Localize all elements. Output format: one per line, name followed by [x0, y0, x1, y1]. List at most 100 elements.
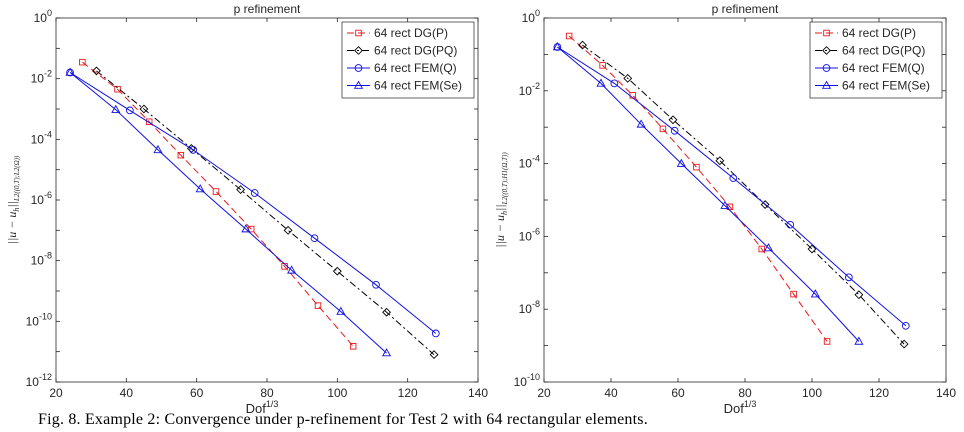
panel-1-data-point	[236, 185, 246, 195]
panel-1-y-label-group: ||u − uh||L2((0,T);L2(Ω))	[5, 155, 21, 244]
panel-1-data-point	[126, 106, 134, 115]
panel-2-data-point	[729, 174, 738, 182]
panel-2-data-point	[720, 200, 730, 209]
panel-1-data-point	[349, 343, 357, 350]
panel-2-y-tick-label: 10-10	[514, 372, 540, 389]
panel-2-data-point	[854, 336, 864, 345]
panel-1-legend-label: 64 rect FEM(Se)	[374, 79, 462, 93]
panel-2-x-tick-label: 40	[604, 386, 618, 400]
panel-1-legend-label: 64 rect FEM(Q)	[374, 61, 457, 75]
panel-1-data-point	[372, 280, 380, 289]
panel-2-data-point	[763, 243, 774, 252]
panel-1-data-point	[139, 104, 149, 114]
panel-1-data-point	[195, 184, 205, 193]
panel-2-data-point	[668, 115, 678, 125]
panel-1-data-point	[241, 224, 251, 233]
panel-2-data-point	[596, 78, 606, 87]
panel-2-series-4	[552, 42, 864, 345]
panel-2-data-point	[810, 289, 820, 298]
panel-1-x-tick-label: 80	[260, 386, 274, 400]
panel-1-data-point	[92, 66, 101, 76]
panel-2-data-point	[599, 62, 606, 69]
panel-2-series-line	[582, 44, 905, 345]
panel-1-data-point	[212, 188, 220, 195]
panel-2-x-tick-label: 140	[936, 386, 956, 400]
panel-1-series-line	[69, 72, 387, 354]
panel-1-y-tick-label: 10-6	[31, 190, 52, 207]
panel-2-data-point	[901, 321, 910, 330]
panel-1-series-line	[82, 61, 354, 347]
panel-2: 20 40 60 80 100 120 140 10-10 10-8 10-6 10-4 10-2 10…	[493, 2, 956, 416]
panel-2-data-point	[693, 163, 700, 171]
panel-1-title: p refinement	[234, 2, 301, 16]
panel-1-x-tick-label: 140	[468, 386, 488, 400]
panel-1-data-point	[153, 144, 163, 154]
panel-1-data-point	[111, 104, 121, 113]
panel-1-data-point	[336, 306, 346, 315]
panel-1-data-point	[429, 350, 439, 360]
panel-1-x-tick-label: 20	[49, 386, 63, 400]
panel-1-x-tick-label: 40	[120, 386, 134, 400]
panel-1-data-point	[283, 225, 293, 235]
panel-2-data-point	[823, 338, 831, 345]
panel-1-y-tick-label: 10-8	[31, 251, 52, 268]
panel-2-legend-marker	[822, 64, 831, 72]
panel-2-legend-marker	[821, 80, 832, 89]
panel-1-legend-marker	[354, 46, 363, 55]
panel-2-data-point	[726, 203, 734, 211]
panel-2-data-point	[623, 73, 633, 83]
panel-2-data-point	[578, 40, 587, 50]
panel-1-data-point	[314, 302, 322, 309]
panel-2-legend-label: 64 rect FEM(Q)	[842, 61, 925, 75]
panel-2-legend: 64 rect DG(P) 64 rect DG(PQ) 64 rect FEM(Q…	[809, 21, 943, 99]
panel-2-y-tick-label: 100	[522, 8, 540, 25]
panel-1-data-point	[79, 58, 86, 66]
panel-1-x-tick-label: 120	[398, 386, 418, 400]
panel-1-data-point	[382, 307, 392, 317]
panel-1-data-point	[177, 151, 185, 159]
panel-2-data-point	[676, 158, 686, 167]
panel-2-y-label: ||u − uh||L2((0,T);H1(Ω,T))	[493, 152, 509, 248]
panel-1-legend: 64 rect DG(P) 64 rect DG(PQ) 64 rect FEM(Q…	[341, 21, 475, 99]
panel-2-data-point	[636, 119, 646, 128]
panel-1-data-point	[332, 266, 342, 276]
panel-2-y-tick-label: 10-4	[519, 154, 540, 171]
panel-2-data-point	[844, 273, 853, 282]
panel-1-data-point	[310, 234, 319, 243]
panel-1-y-tick-label: 10-12	[26, 372, 52, 389]
panel-1-legend-label: 64 rect DG(P)	[374, 26, 448, 40]
panel-1-data-point	[145, 118, 153, 125]
panel-2-legend-label: 64 rect DG(P)	[842, 26, 916, 40]
panel-2-legend-label: 64 rect FEM(Se)	[842, 79, 930, 93]
panel-2-legend-marker	[822, 46, 831, 55]
panel-2-legend-marker	[823, 29, 830, 37]
panel-2-data-point	[565, 32, 573, 40]
panel-2-series-line	[557, 46, 907, 327]
panel-1-y-tick-label: 10-4	[31, 129, 52, 146]
panel-1-data-point	[381, 348, 392, 357]
panel-2-data-point	[610, 79, 619, 88]
figure-caption: Fig. 8. Example 2: Convergence under p-r…	[38, 411, 648, 428]
panel-2-data-point	[715, 156, 725, 166]
panel-2-series-2	[578, 40, 909, 349]
panel-1-x-tick-label: 60	[190, 386, 204, 400]
panel-1-y-tick-label: 100	[34, 8, 52, 25]
panel-1-data-point	[65, 67, 75, 76]
panel-1-series-4	[65, 67, 392, 357]
panel-2-x-tick-label: 80	[738, 386, 752, 400]
panel-1: 20 40 60 80 100 120 140 10-12 10-10 10-8 10-6 10-4 1…	[5, 2, 488, 416]
panel-2-y-tick-label: 10-6	[519, 226, 540, 243]
panel-1-data-point	[114, 85, 121, 93]
panel-2-series-line	[568, 35, 828, 342]
panel-2-series-line	[557, 46, 860, 342]
panel-2-y-tick-label: 10-8	[519, 299, 540, 316]
panel-2-data-point	[758, 245, 766, 253]
panel-1-legend-marker	[355, 29, 362, 37]
panel-1-x-label: Dof1/3	[246, 399, 279, 416]
panel-2-data-point	[854, 290, 864, 300]
panel-2-x-tick-label: 60	[671, 386, 685, 400]
panel-2-legend-label: 64 rect DG(PQ)	[842, 44, 925, 58]
panel-2-data-point	[670, 126, 679, 135]
panel-1-y-tick-label: 10-2	[31, 69, 52, 86]
panel-2-data-point	[786, 220, 795, 229]
